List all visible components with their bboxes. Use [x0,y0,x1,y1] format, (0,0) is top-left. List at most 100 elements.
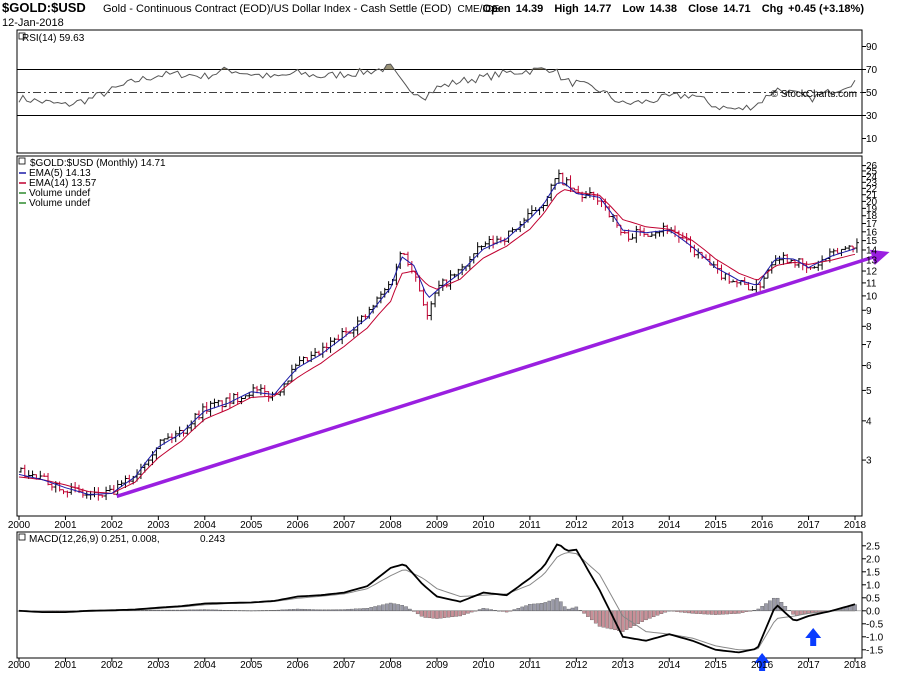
chart-date: 12-Jan-2018 [2,17,64,29]
price-bar [479,245,484,251]
macd-hist-bar [311,609,315,611]
macd-hist-bar [590,610,594,621]
macd-hist-bar [338,609,342,611]
macd-hist-bar [241,610,246,612]
macd-hist-bar [698,610,702,614]
price-x-year-label: 2002 [101,520,124,531]
trendline-arrowhead [869,249,890,266]
watermark: © StockCharts.com [771,89,857,100]
price-bar [572,187,577,191]
macd-x-year-label: 2007 [333,660,356,671]
macd-hist-bar [249,610,253,612]
macd-hist-bar [458,610,462,617]
price-bar [166,433,171,440]
macd-x-year-label: 2005 [240,660,263,671]
price-bar [61,489,66,495]
price-bar [742,277,747,285]
macd-hist-bar [439,610,443,619]
macd-hist-bar [179,609,184,611]
rsi-tick-label: 30 [866,111,878,122]
price-bar [382,287,387,298]
exchange-label: CME/ICE [457,4,500,15]
price-bar [193,412,198,429]
price-bar [46,472,51,486]
price-tick-label: 4 [866,416,872,427]
macd-label: MACD(12,26,9) 0.251, 0.008, [29,534,160,545]
macd-hist-bar [233,610,238,612]
macd-tick-label: 1.5 [866,567,880,578]
macd-hist-bar [729,610,733,614]
macd-hist-bar [156,609,161,611]
macd-hist-bar [644,610,648,621]
price-tick-label: 6 [866,361,872,372]
price-x-year-label: 2015 [705,520,728,531]
macd-hist-bar [582,610,586,614]
macd-hist-bar [276,609,281,611]
price-x-year-label: 2011 [519,520,541,531]
price-legend-2: EMA(14) 13.57 [29,178,97,189]
macd-hist-bar [559,601,563,611]
macd-hist-bar [226,610,230,611]
macd-hist-bar [191,609,195,611]
macd-hist-bar [760,606,764,611]
macd-x-year-label: 2000 [8,660,31,671]
macd-hist-bar [787,610,791,611]
macd-hist-bar [562,606,567,611]
macd-hist-bar [261,610,265,612]
macd-hist-bar [532,603,536,611]
price-bar [208,400,213,416]
price-x-year-label: 2018 [844,520,867,531]
macd-tick-label: -1.5 [866,645,884,656]
macd-hist-bar [640,610,644,622]
macd-x-year-label: 2010 [472,660,495,671]
price-bar [185,424,190,435]
price-tick-label: 10 [866,291,878,302]
rsi-tick-label: 70 [866,65,878,76]
rsi-line [18,63,856,111]
macd-hist-bar [570,607,575,611]
macd-hist-bar [206,609,211,611]
price-legend-0: $GOLD:$USD (Monthly) 14.71 [30,158,166,169]
macd-hist-bar [605,610,610,629]
macd-hist-bar [744,610,749,612]
macd-hist-bar [315,609,319,611]
macd-hist-bar [442,610,447,618]
macd-x-year-label: 2004 [194,660,217,671]
macd-x-year-label: 2016 [751,660,774,671]
macd-hist-bar [427,610,432,619]
chart-header: $GOLD:$USD Gold - Continuous Contract (E… [0,0,900,30]
macd-hist-bar [551,599,555,611]
macd-x-year-label: 2003 [147,660,170,671]
macd-buy-arrow [754,653,771,671]
price-tick-label: 21 [866,190,878,201]
macd-hist-bar [497,610,501,612]
macd-hist-bar [357,608,362,611]
macd-hist-bar [330,609,335,611]
macd-tick-label: 1.0 [866,580,880,591]
macd-line [18,543,856,654]
macd-hist-bar [415,610,420,615]
macd-hist-bar [555,597,559,611]
macd-hist-bar [694,610,699,614]
macd-hist-bar [381,604,385,611]
macd-hist-bar [675,610,679,612]
macd-hist-bar [253,610,257,612]
macd-hist-bar [706,610,710,615]
macd-hist-bar [733,610,737,614]
macd-hist-bar [203,609,207,611]
price-tick-label: 12 [866,267,878,278]
macd-x-year-label: 2002 [101,660,124,671]
price-tick-label: 23 [866,178,878,189]
macd-hist-bar [168,609,172,611]
macd-hist-bar [648,610,652,619]
price-bar [491,235,496,249]
macd-hist-bar [659,610,664,614]
macd-hist-bar [369,607,373,611]
price-bar [42,473,47,477]
macd-hist-bar [651,610,656,618]
macd-hist-bar [218,609,223,611]
price-x-year-label: 2010 [472,520,495,531]
macd-buy-arrow [805,628,822,646]
macd-hist-bar [741,610,745,613]
